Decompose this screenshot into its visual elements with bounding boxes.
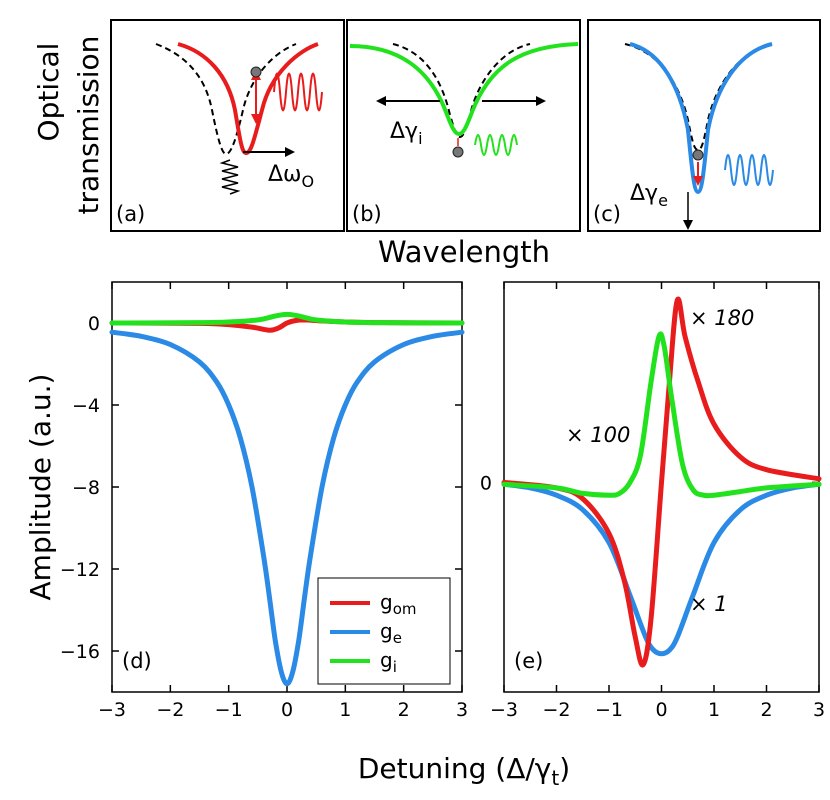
panel-c-deeper-curve <box>629 42 773 195</box>
panel-d-ytick-label: −12 <box>60 559 100 581</box>
panel-d-ytick-label: 0 <box>88 313 100 335</box>
panel-c: Δγe (c) <box>587 19 821 232</box>
panel-e-xtick-label: 2 <box>760 699 772 721</box>
panel-b-broadened-curve <box>349 42 579 137</box>
panel-a-red-wave <box>273 72 323 112</box>
panel-e-ytick-label: 0 <box>480 472 492 494</box>
panel-d-ytick-label: −8 <box>72 477 100 499</box>
legend-label-e: ge <box>380 619 402 647</box>
panel-d-series-i <box>109 311 465 326</box>
panel-e-xtick-label: 3 <box>813 699 825 721</box>
top-ylabel-line2: transmission <box>72 36 105 215</box>
panel-e-series-om <box>501 296 822 668</box>
panel-a-annotation: ΔωO <box>268 162 314 191</box>
panel-e-xtick-label: −1 <box>595 699 623 721</box>
panel-e-xtick-label: 0 <box>655 699 667 721</box>
legend-label-om: gom <box>380 590 417 618</box>
scale-label-e: × 1 <box>690 592 728 616</box>
panel-d-xtick-label: 1 <box>339 699 351 721</box>
panel-a-mass-ball <box>250 66 262 78</box>
panel-c-annotation: Δγe <box>630 181 668 210</box>
panel-d-xtick-label: 0 <box>281 699 293 721</box>
panel-e: −3 −2 −1 0 1 2 3 0 (e) × 180 × 100 × 1 <box>480 281 825 721</box>
panel-d-lines <box>109 311 465 687</box>
panel-e-series-e <box>501 481 822 657</box>
scale-label-i: × 100 <box>566 423 630 447</box>
panel-d: −3 −2 −1 0 1 2 3 0 −4 −8 −12 −16 (d) Amplitude (a.u… <box>24 281 468 721</box>
legend-label-i: gi <box>380 648 397 676</box>
panel-e-xtick-label: −3 <box>490 699 518 721</box>
panel-e-lines <box>501 296 822 668</box>
panel-b: Δγi (b) <box>346 19 581 232</box>
panel-b-green-wave <box>474 134 518 156</box>
panel-d-ytick-label: −16 <box>60 641 100 663</box>
panel-c-mass-ball <box>692 149 704 161</box>
panel-d-series-e <box>109 329 465 687</box>
scale-label-om: × 180 <box>690 306 754 330</box>
panel-a: ΔωO (a) <box>110 19 345 232</box>
panel-b-reference-curve <box>392 43 531 139</box>
panel-a-label: (a) <box>116 202 145 226</box>
panel-e-series-i <box>501 331 822 499</box>
top-xlabel: Wavelength <box>378 235 550 269</box>
panel-a-spring <box>219 159 241 195</box>
bottom-xlabel: Detuning (Δ/γt) <box>358 752 570 790</box>
panel-d-xtick-label: −3 <box>98 699 126 721</box>
panel-b-label: (b) <box>352 202 382 226</box>
panel-b-annotation: Δγi <box>390 119 423 148</box>
panel-b-mass-ball <box>452 146 464 158</box>
panel-e-xtick-label: −2 <box>542 699 570 721</box>
panel-d-ytick-label: −4 <box>72 395 100 417</box>
panel-d-xtick-label: −1 <box>215 699 243 721</box>
panel-e-label: (e) <box>514 649 543 673</box>
top-ylabel-line1: Optical <box>32 43 65 142</box>
panel-d-ylabel: Amplitude (a.u.) <box>24 374 57 601</box>
panel-d-label: (d) <box>122 649 152 673</box>
panel-e-xtick-label: 1 <box>708 699 720 721</box>
legend: gom ge gi <box>317 577 451 685</box>
panel-d-xtick-label: −2 <box>156 699 184 721</box>
panel-d-xtick-label: 3 <box>456 699 468 721</box>
panel-d-ticks: −3 −2 −1 0 1 2 3 0 −4 −8 −12 −16 <box>60 282 468 721</box>
panel-d-xtick-label: 2 <box>398 699 410 721</box>
panel-c-label: (c) <box>593 202 621 226</box>
panel-c-blue-wave <box>724 154 774 186</box>
